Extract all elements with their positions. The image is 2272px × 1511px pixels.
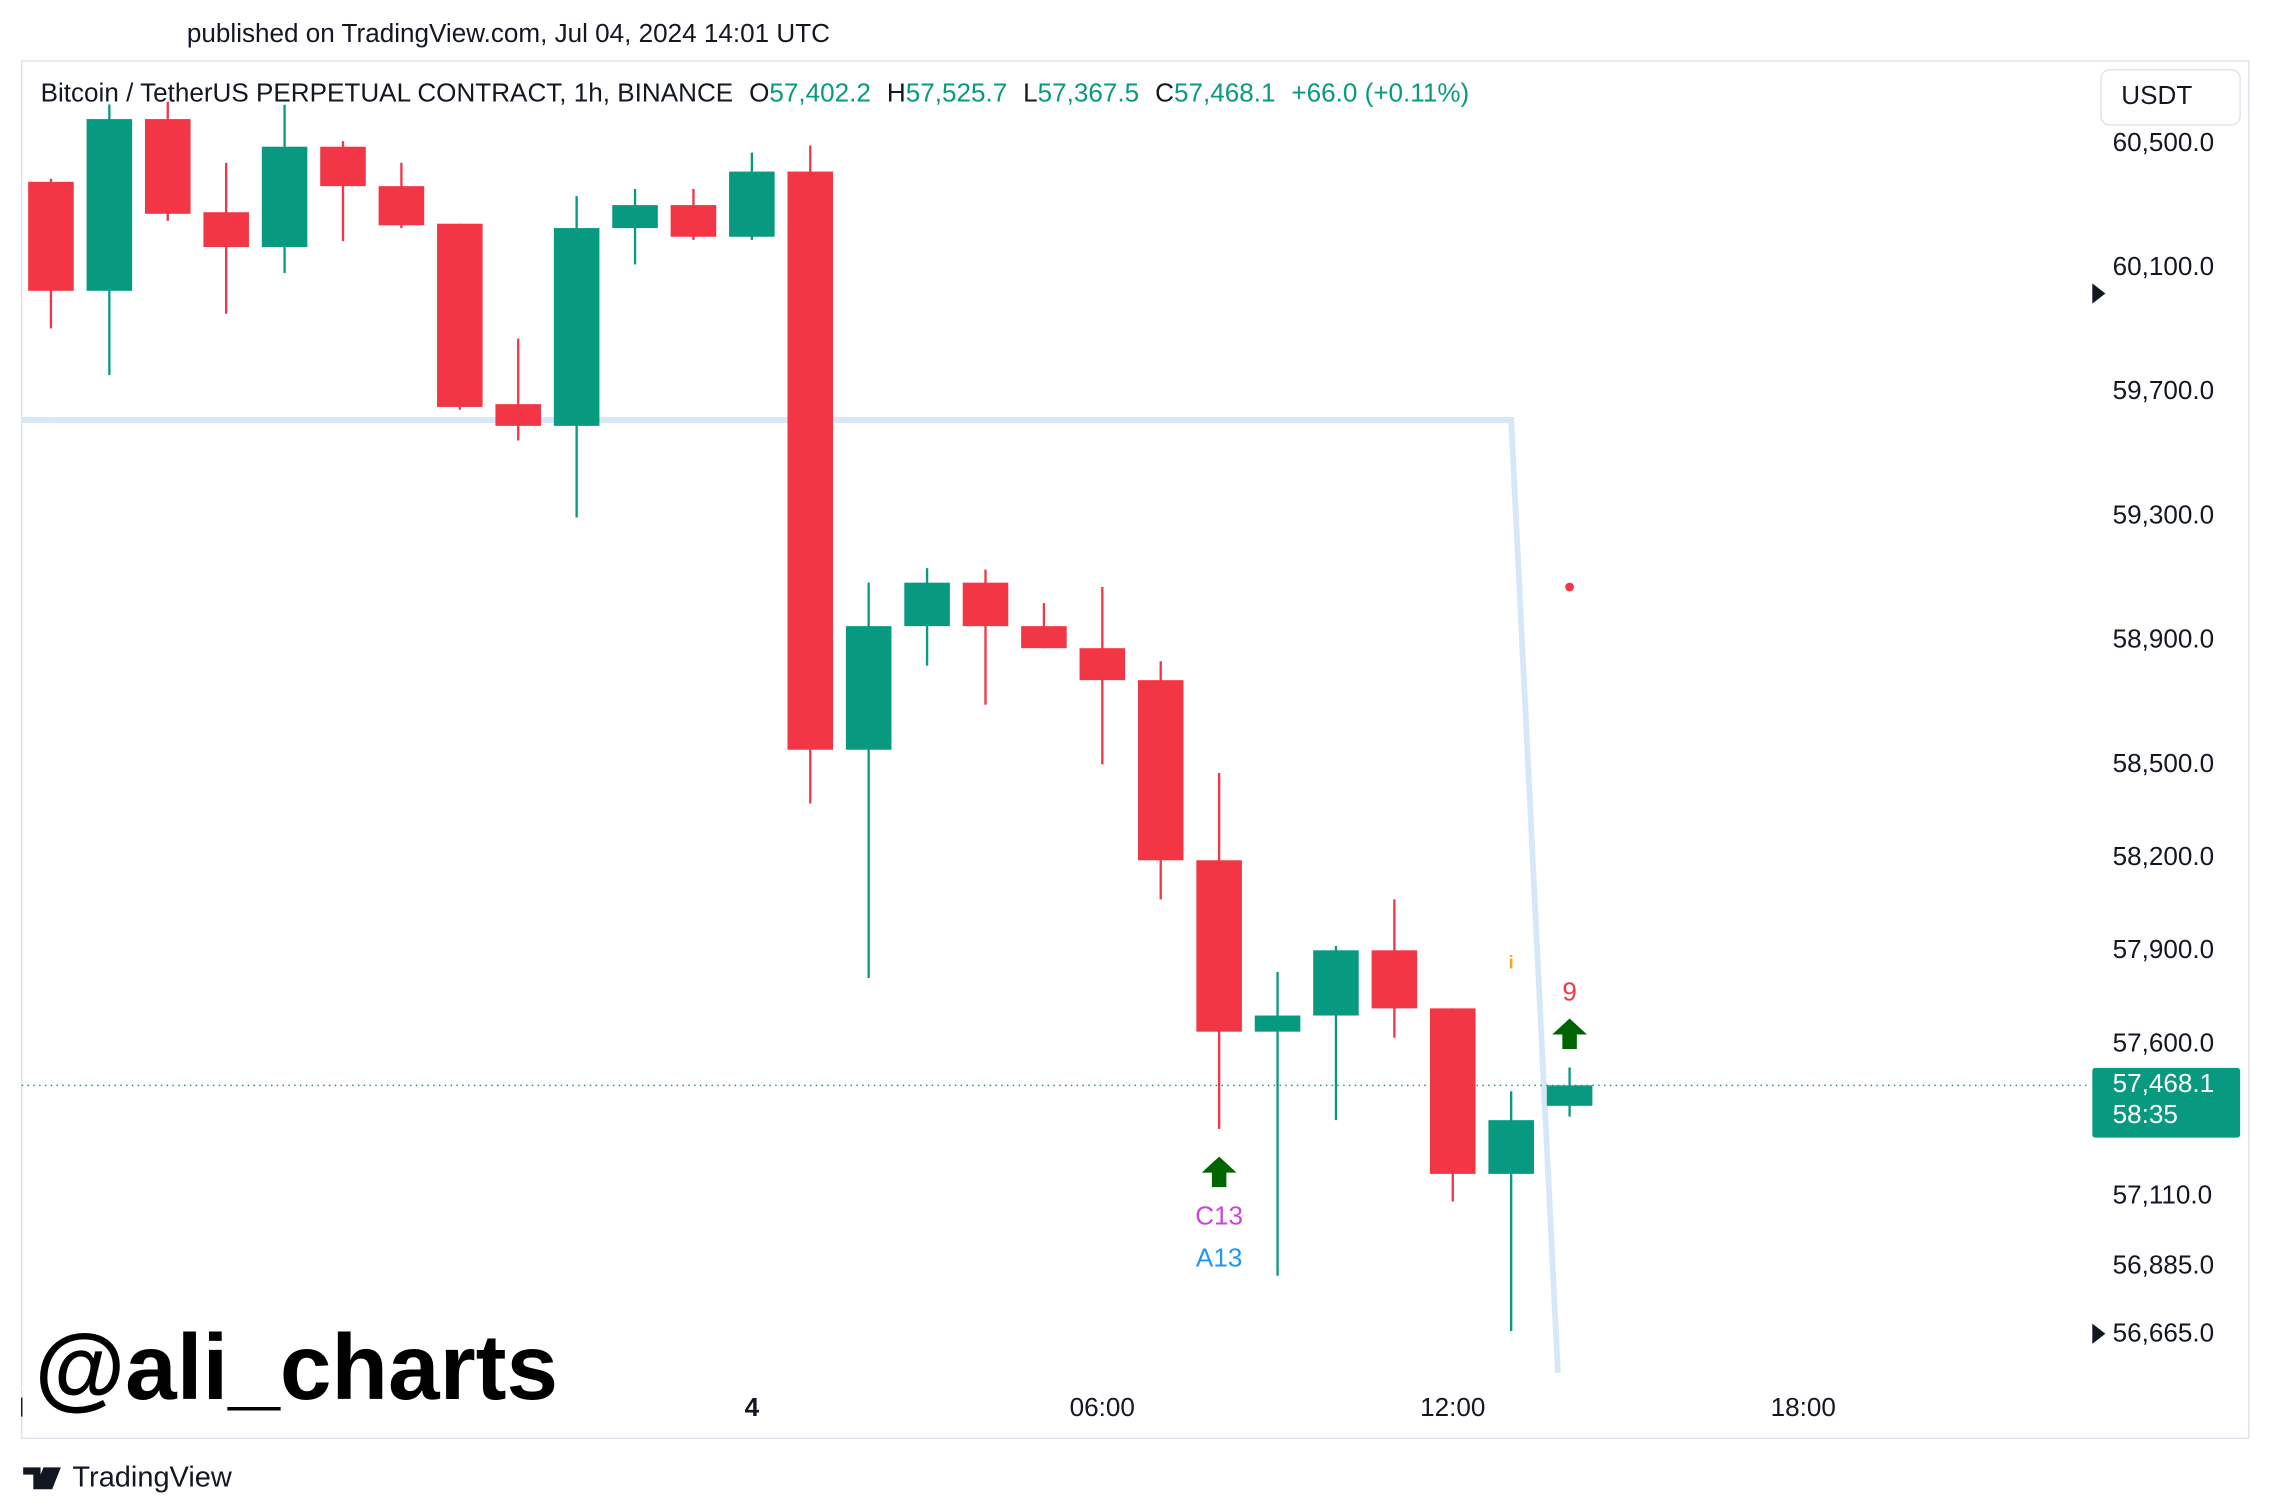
candle-body (1371, 950, 1418, 1009)
candle-body (1079, 648, 1126, 681)
y-tick-label: 58,200.0 (2113, 841, 2215, 871)
candle-body (144, 119, 191, 214)
close-prefix: C (1155, 77, 1174, 107)
annotation: 9 (1562, 977, 1577, 1007)
open-prefix: O (749, 77, 769, 107)
watermark: @ali_charts (35, 1315, 558, 1419)
candle-body (904, 582, 950, 627)
axis-marker (2092, 1323, 2106, 1344)
candle-body (845, 626, 892, 750)
symbol: Bitcoin / TetherUS PERPETUAL CONTRACT, 1… (41, 77, 734, 107)
candle-body (553, 228, 600, 426)
candle-body (962, 582, 1009, 627)
candle-body (495, 404, 542, 426)
y-tick-label: 57,900.0 (2113, 934, 2215, 964)
candle-body (1313, 950, 1359, 1016)
signal-dot (1565, 582, 1574, 592)
y-tick-label: 58,500.0 (2113, 748, 2215, 778)
candle-body (670, 205, 717, 237)
x-tick-label: 18:00 (1771, 1392, 1836, 1422)
y-tick-label: 60,100.0 (2113, 251, 2215, 281)
y-tick-label: 57,110.0 (2113, 1179, 2213, 1209)
high-value: 57,525.7 (906, 77, 1008, 107)
last-price-label: 57,468.1 (2113, 1068, 2215, 1098)
y-tick-label: 56,885.0 (2113, 1249, 2215, 1279)
candle-body (378, 186, 425, 226)
x-tick-label: 4 (745, 1392, 760, 1422)
annotation: i (1509, 951, 1514, 972)
signal-arrow (1201, 1156, 1237, 1188)
candle-body (320, 146, 366, 187)
candle-body (86, 119, 133, 291)
y-tick-label: 56,665.0 (2113, 1318, 2215, 1348)
open-value: 57,402.2 (769, 77, 871, 107)
y-tick-label: 59,700.0 (2113, 375, 2215, 405)
annotation: C13 (1195, 1201, 1243, 1231)
candle-body (1254, 1015, 1301, 1032)
candle-body (1546, 1085, 1593, 1106)
annotation: A13 (1196, 1242, 1242, 1272)
low-value: 57,367.5 (1038, 77, 1140, 107)
close-value: 57,468.1 (1174, 77, 1276, 107)
low-prefix: L (1023, 77, 1038, 107)
candle-body (729, 171, 775, 237)
brand-name: TradingView (72, 1462, 232, 1494)
y-tick-label: 60,500.0 (2113, 127, 2215, 157)
high-prefix: H (887, 77, 906, 107)
candle-body (1021, 626, 1067, 649)
candle-body (787, 171, 834, 750)
candle-body (612, 205, 658, 229)
candle-body (28, 181, 74, 291)
y-tick-label: 57,600.0 (2113, 1027, 2215, 1057)
published-note: published on TradingView.com, Jul 04, 20… (187, 18, 830, 48)
currency-button[interactable] (2100, 69, 2241, 126)
chart-frame (21, 60, 2250, 1440)
candle-body (1196, 860, 1242, 1032)
candle-body (437, 223, 483, 407)
last-price-tag (2092, 1067, 2241, 1138)
x-tick-label: 12:00 (1420, 1392, 1485, 1422)
signal-arrow (1552, 1018, 1587, 1049)
candle-body (1137, 680, 1184, 861)
candle-body (1488, 1120, 1534, 1174)
brand-icon (23, 1467, 61, 1490)
y-tick-label: 59,300.0 (2113, 499, 2215, 529)
brand-logo: TradingView (23, 1462, 233, 1494)
x-tick-label: 06:00 (1070, 1392, 1135, 1422)
y-tick-label: 58,900.0 (2113, 624, 2215, 654)
countdown-label: 58:35 (2113, 1099, 2178, 1129)
change-value: +66.0 (+0.11%) (1291, 77, 1469, 107)
candle-body (261, 146, 308, 248)
legend-header: Bitcoin / TetherUS PERPETUAL CONTRACT, 1… (41, 77, 1470, 107)
currency-label: USDT (2121, 80, 2192, 110)
candle-body (1430, 1008, 1476, 1174)
axis-marker (2092, 283, 2106, 304)
candle-body (203, 212, 249, 248)
